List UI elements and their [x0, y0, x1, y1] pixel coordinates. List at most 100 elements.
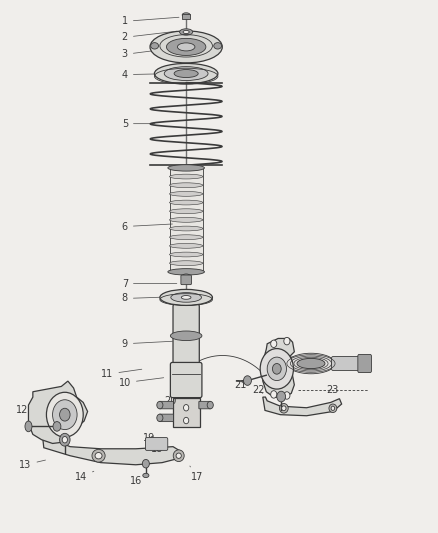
Ellipse shape [95, 453, 102, 459]
Ellipse shape [170, 331, 202, 341]
Circle shape [157, 401, 163, 409]
Circle shape [284, 392, 290, 399]
Circle shape [284, 337, 290, 345]
Ellipse shape [170, 191, 203, 196]
Circle shape [271, 340, 277, 348]
Ellipse shape [214, 43, 222, 49]
Circle shape [157, 414, 163, 422]
Ellipse shape [170, 252, 203, 257]
Ellipse shape [170, 235, 203, 240]
Ellipse shape [151, 43, 159, 49]
Text: 1: 1 [122, 17, 179, 26]
Circle shape [271, 391, 277, 398]
Circle shape [267, 357, 286, 381]
Text: 14: 14 [75, 471, 94, 482]
Circle shape [60, 408, 70, 421]
Circle shape [207, 401, 213, 409]
Circle shape [277, 391, 286, 402]
Ellipse shape [329, 404, 337, 413]
Ellipse shape [25, 421, 32, 432]
Text: 4: 4 [122, 70, 173, 79]
FancyBboxPatch shape [332, 357, 363, 370]
Text: 21: 21 [234, 380, 246, 390]
Ellipse shape [183, 30, 189, 34]
Text: 13: 13 [19, 460, 46, 470]
Polygon shape [263, 338, 333, 398]
Text: 10: 10 [119, 378, 164, 387]
Text: 6: 6 [122, 222, 173, 231]
Text: 17: 17 [190, 466, 203, 482]
Text: 18: 18 [151, 444, 163, 454]
Text: 11: 11 [101, 369, 142, 379]
Ellipse shape [287, 353, 335, 374]
Ellipse shape [181, 295, 191, 300]
Ellipse shape [171, 293, 201, 302]
Ellipse shape [170, 165, 203, 171]
Circle shape [60, 433, 70, 446]
Circle shape [53, 422, 61, 431]
Ellipse shape [170, 226, 203, 231]
FancyBboxPatch shape [159, 414, 173, 422]
Ellipse shape [173, 450, 184, 462]
Ellipse shape [282, 406, 286, 410]
Ellipse shape [180, 29, 193, 35]
Text: 2: 2 [122, 31, 177, 42]
Polygon shape [28, 381, 88, 443]
Ellipse shape [154, 63, 218, 84]
Ellipse shape [297, 358, 325, 369]
Text: 9: 9 [122, 339, 173, 349]
Ellipse shape [170, 244, 203, 248]
Polygon shape [263, 397, 342, 416]
Ellipse shape [182, 13, 190, 17]
Text: 22: 22 [252, 385, 265, 395]
Text: 19: 19 [143, 433, 155, 443]
Circle shape [184, 417, 189, 424]
Ellipse shape [170, 261, 203, 265]
Text: 16: 16 [130, 473, 147, 486]
Ellipse shape [168, 269, 205, 275]
Ellipse shape [174, 70, 198, 78]
FancyBboxPatch shape [173, 398, 200, 427]
Text: 7: 7 [122, 279, 177, 288]
Ellipse shape [331, 406, 335, 410]
Ellipse shape [176, 453, 181, 458]
Polygon shape [43, 437, 182, 465]
Ellipse shape [170, 183, 203, 188]
Text: 20: 20 [165, 395, 184, 406]
Text: 23: 23 [327, 385, 339, 395]
Circle shape [244, 376, 251, 385]
FancyBboxPatch shape [170, 362, 202, 398]
Ellipse shape [168, 165, 205, 171]
FancyBboxPatch shape [181, 275, 191, 285]
Circle shape [46, 392, 83, 437]
Text: 3: 3 [122, 49, 173, 59]
Circle shape [142, 459, 149, 468]
Ellipse shape [279, 403, 288, 413]
Ellipse shape [160, 289, 212, 305]
FancyBboxPatch shape [358, 354, 371, 373]
FancyBboxPatch shape [145, 438, 168, 450]
Ellipse shape [170, 217, 203, 222]
Circle shape [184, 405, 189, 411]
FancyBboxPatch shape [181, 306, 191, 338]
FancyBboxPatch shape [182, 14, 190, 19]
FancyBboxPatch shape [173, 304, 199, 372]
Ellipse shape [92, 449, 105, 462]
FancyBboxPatch shape [199, 401, 211, 409]
Ellipse shape [181, 274, 191, 280]
Ellipse shape [150, 31, 223, 63]
Circle shape [272, 364, 281, 374]
Circle shape [260, 349, 293, 389]
Ellipse shape [170, 269, 203, 274]
Ellipse shape [170, 174, 203, 179]
Circle shape [62, 437, 67, 443]
Ellipse shape [170, 209, 203, 214]
Ellipse shape [164, 67, 208, 80]
Ellipse shape [177, 43, 195, 51]
Circle shape [53, 400, 77, 430]
Ellipse shape [166, 38, 206, 55]
Text: 8: 8 [122, 294, 168, 303]
Text: 5: 5 [122, 119, 155, 128]
Text: 12: 12 [16, 406, 48, 415]
Ellipse shape [170, 200, 203, 205]
